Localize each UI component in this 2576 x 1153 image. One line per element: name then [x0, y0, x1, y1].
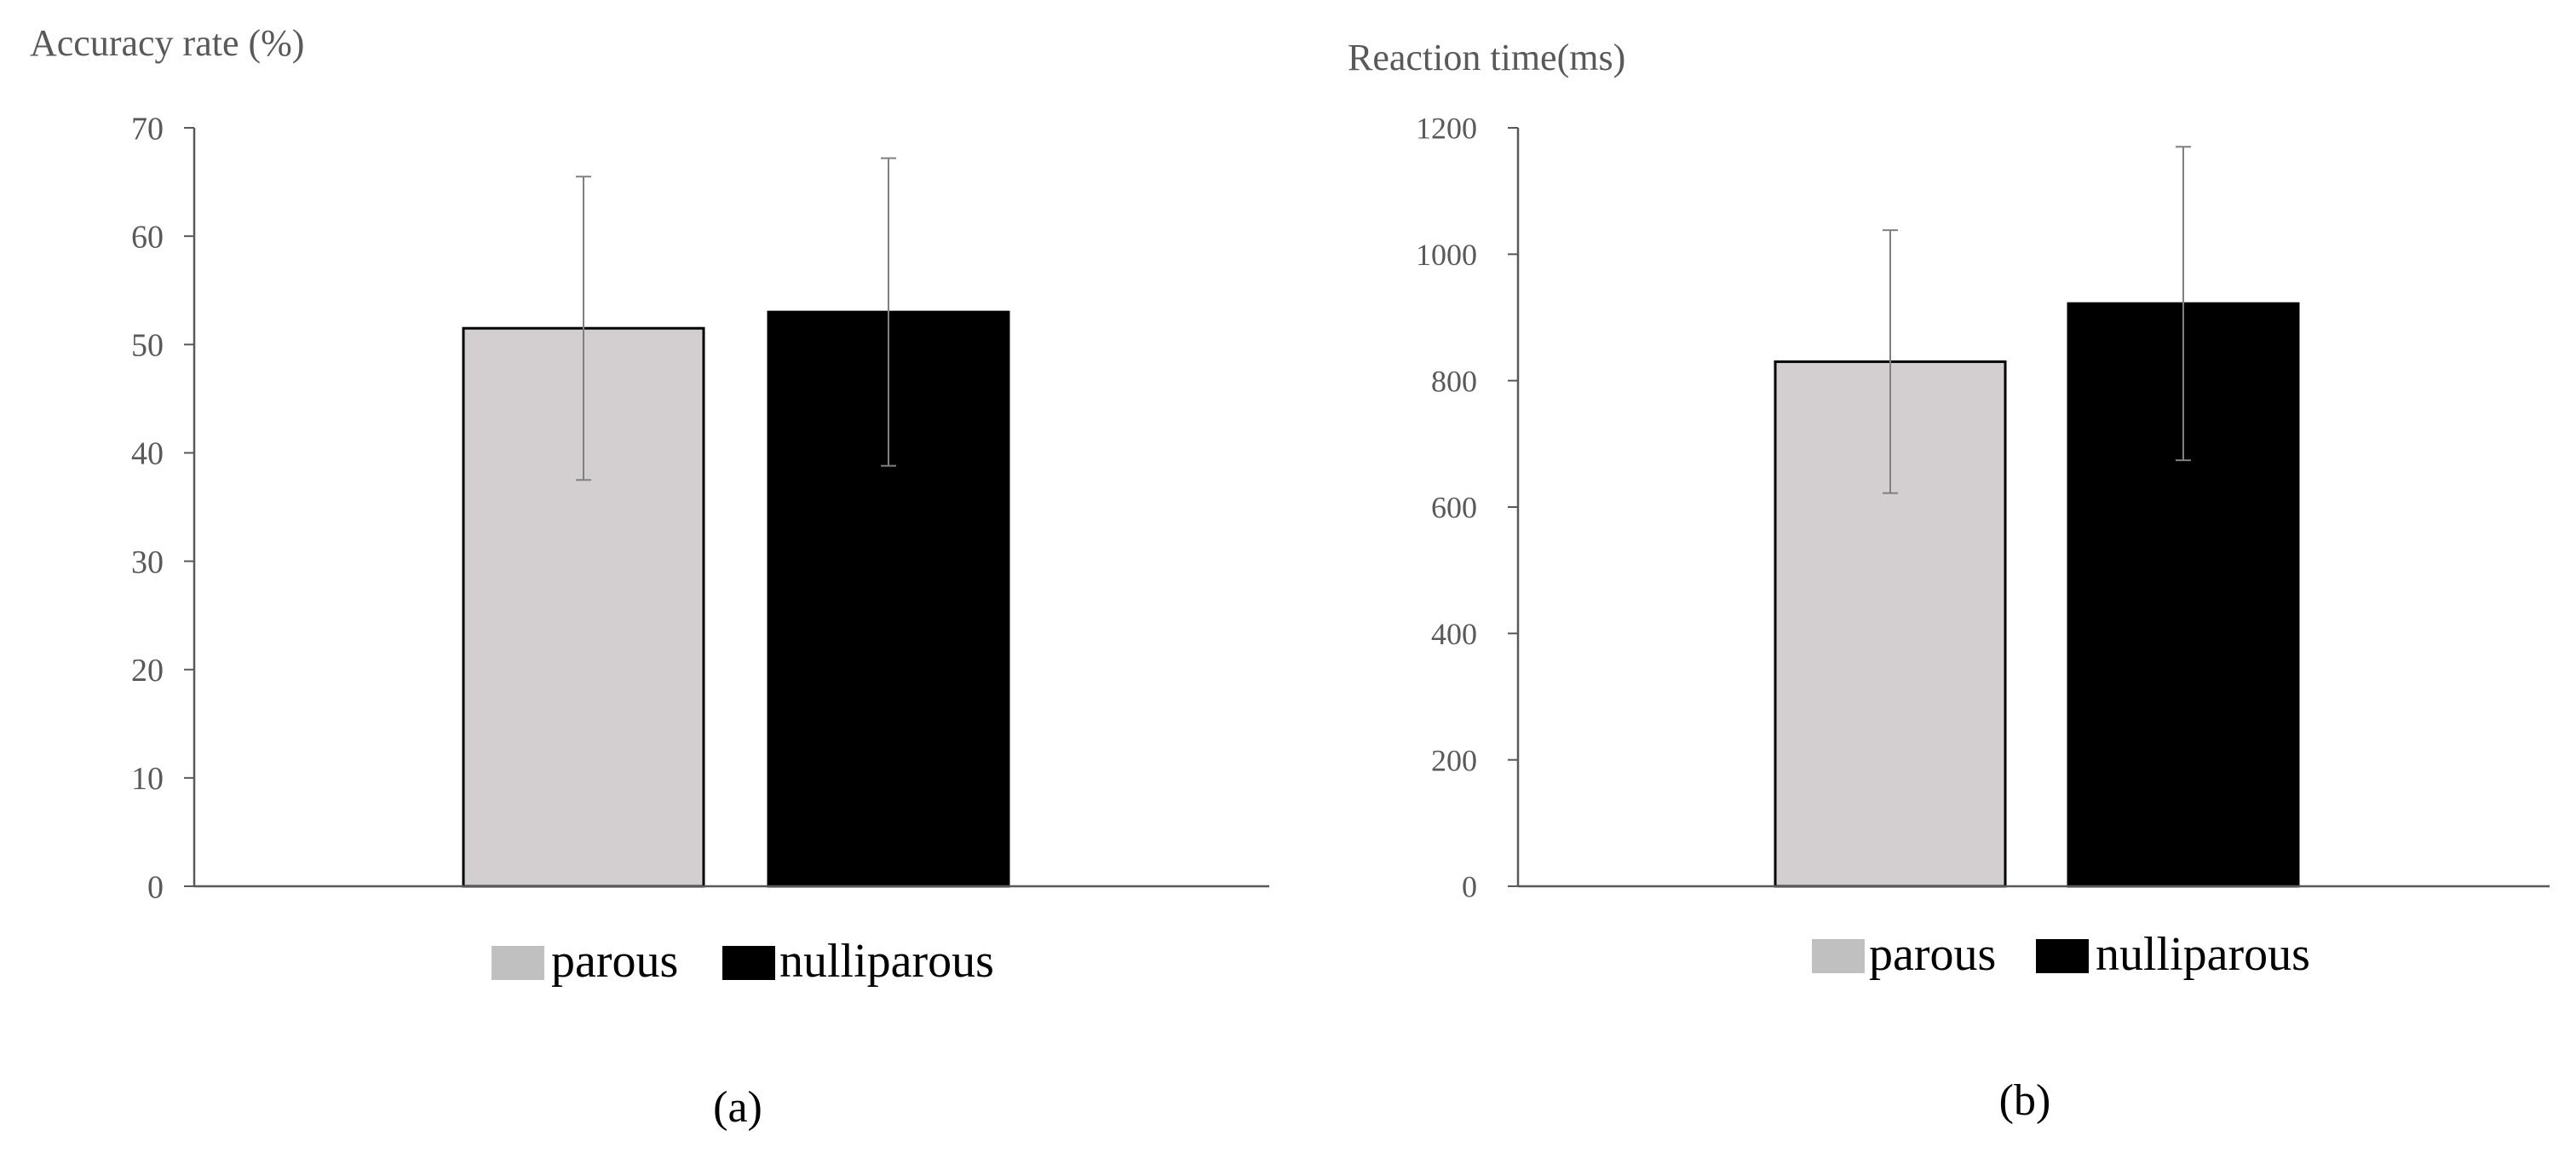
legend-swatch-parous [1812, 939, 1865, 973]
legend-swatch-nulliparous [2036, 939, 2089, 973]
chart-panel-b: Reaction time(ms) 020040060080010001200 … [1348, 37, 2550, 1125]
error-bar-parous [1883, 229, 1898, 494]
y-tick-label: 0 [147, 869, 164, 905]
error-bar-nulliparous [881, 157, 896, 467]
legend-swatch-parous [492, 946, 544, 980]
y-tick-label: 800 [1431, 364, 1477, 398]
y-tick-label: 1200 [1416, 112, 1477, 146]
legend-swatch-nulliparous [722, 946, 775, 980]
y-tick-label: 70 [131, 111, 164, 147]
error-bars [576, 157, 896, 481]
y-tick-label: 200 [1431, 743, 1477, 777]
y-tick-label: 50 [131, 328, 164, 364]
y-tick-label: 10 [131, 761, 164, 797]
bars [1774, 302, 2300, 888]
error-bar-parous [576, 176, 591, 481]
y-axis-label: Reaction time(ms) [1348, 37, 1625, 78]
panel-caption: (b) [1999, 1076, 2051, 1125]
legend-label-parous: parous [1869, 928, 1996, 981]
y-tick-label: 1000 [1416, 238, 1477, 272]
axes [1516, 128, 2550, 888]
panel-caption: (a) [713, 1083, 762, 1132]
y-tick-label: 400 [1431, 617, 1477, 651]
y-tick-label: 30 [131, 545, 164, 580]
chart-panel-a: Accuracy rate (%) 0 10 20 30 40 50 60 70 parous… [30, 22, 1269, 1132]
legend-label-nulliparous: nulliparous [779, 935, 994, 988]
legend: parous nulliparous [1812, 928, 2310, 981]
legend: parous nulliparous [492, 935, 994, 988]
error-bar-nulliparous [2176, 146, 2191, 462]
y-tick-label: 0 [1462, 870, 1477, 904]
y-ticks: 0 200 400 600 800 1000 1200 [1416, 112, 1518, 904]
y-ticks: 0 10 20 30 40 50 60 70 [131, 111, 194, 905]
y-tick-label: 60 [131, 219, 164, 255]
legend-label-parous: parous [551, 935, 678, 988]
bars [462, 310, 1010, 888]
y-axis-label: Accuracy rate (%) [30, 22, 304, 64]
y-tick-label: 600 [1431, 491, 1477, 525]
y-tick-label: 20 [131, 653, 164, 689]
y-tick-label: 40 [131, 436, 164, 472]
axes [193, 128, 1269, 888]
legend-label-nulliparous: nulliparous [2096, 928, 2310, 981]
error-bars [1883, 146, 2191, 494]
